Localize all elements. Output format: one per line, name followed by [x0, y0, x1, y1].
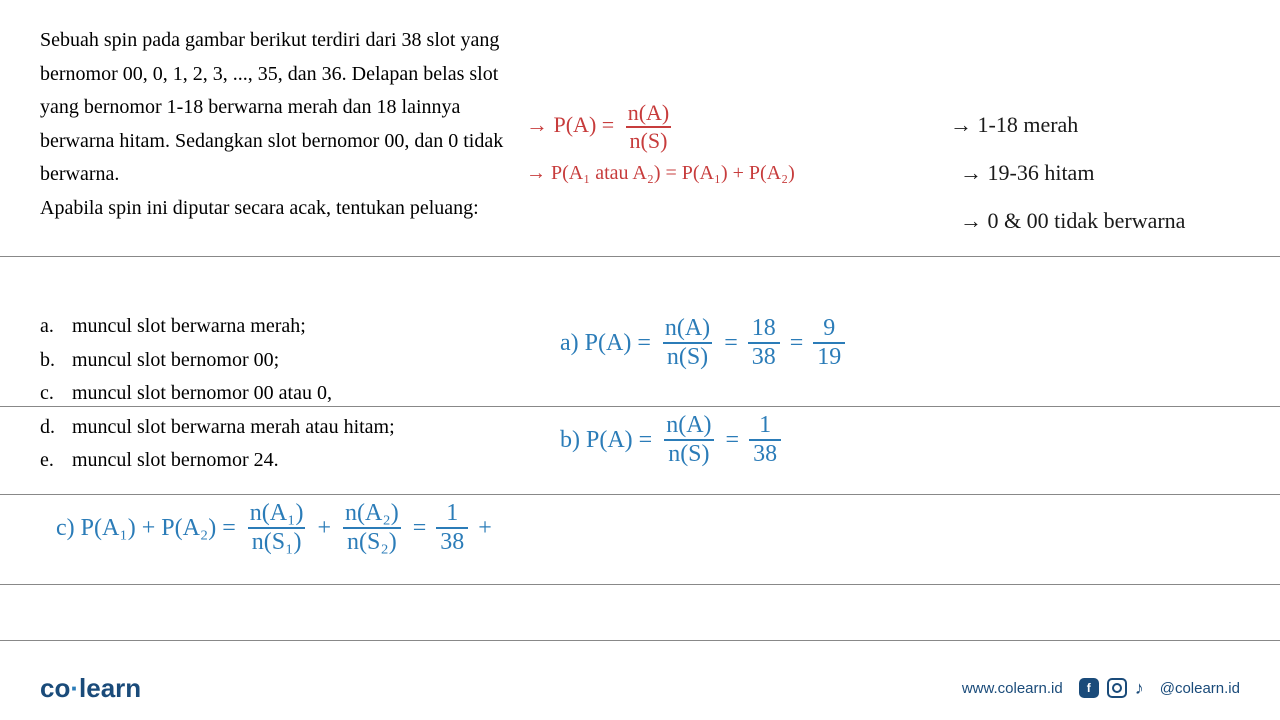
frac-num: n(A₁) [246, 500, 308, 527]
frac-den: n(S) [626, 126, 672, 154]
footer-right: www.colearn.id f ♪ @colearn.id [962, 678, 1240, 699]
problem-statement: Sebuah spin pada gambar berikut terdiri … [40, 24, 520, 226]
frac-den: n(S) [663, 342, 712, 371]
rule-line [0, 640, 1280, 641]
frac-num: 1 [442, 500, 462, 527]
formula-union: → P(A₁ atau A₂) = P(A₁) + P(A₂) [526, 162, 795, 185]
list-item: b. muncul slot bernomor 00; [40, 344, 395, 378]
note-text: 1-18 merah [978, 112, 1079, 137]
frac-den: 38 [436, 527, 468, 556]
note-text: 0 & 00 tidak berwarna [988, 208, 1186, 233]
tiktok-icon: ♪ [1135, 678, 1144, 699]
work-eq: P(A) = [585, 330, 651, 357]
frac-num: n(A) [661, 315, 714, 342]
list-text: muncul slot bernomor 24. [72, 444, 279, 478]
arrow-icon: → [960, 208, 982, 233]
work-eq: P(A₁) + P(A₂) = [81, 515, 236, 542]
frac-num: 9 [819, 315, 839, 342]
frac-den: 38 [748, 342, 780, 371]
social-handle: @colearn.id [1160, 680, 1240, 697]
note-tidak-berwarna: → 0 & 00 tidak berwarna [960, 208, 1185, 234]
footer: co·learn www.colearn.id f ♪ @colearn.id [0, 656, 1280, 720]
frac-num: n(A) [624, 100, 674, 126]
arrow-icon: → [526, 162, 546, 184]
work-b: b) P(A) = n(A) n(S) = 1 38 [560, 412, 785, 468]
work-a: a) P(A) = n(A) n(S) = 18 38 = 9 19 [560, 315, 849, 371]
list-text: muncul slot berwarna merah; [72, 310, 306, 344]
work-eq: P(A) = [586, 427, 652, 454]
work-plus: + [317, 515, 331, 542]
list-item: d. muncul slot berwarna merah atau hitam… [40, 411, 395, 445]
frac-den: n(S₂) [343, 527, 401, 556]
list-item: a. muncul slot berwarna merah; [40, 310, 395, 344]
work-eq: = [413, 515, 427, 542]
work-label: c) [56, 515, 75, 542]
frac-num: n(A₂) [341, 500, 403, 527]
frac-den: 19 [813, 342, 845, 371]
work-eq: = [790, 330, 804, 357]
problem-body: Sebuah spin pada gambar berikut terdiri … [40, 29, 503, 185]
list-label: a. [40, 310, 72, 344]
social-icons: f ♪ [1079, 678, 1144, 699]
arrow-icon: → [960, 160, 982, 185]
rule-line [0, 406, 1280, 407]
list-label: b. [40, 344, 72, 378]
problem-list: a. muncul slot berwarna merah; b. muncul… [40, 310, 395, 478]
list-label: d. [40, 411, 72, 445]
note-text: 19-36 hitam [988, 160, 1095, 185]
list-text: muncul slot bernomor 00; [72, 344, 279, 378]
instagram-icon [1107, 678, 1127, 698]
frac-den: n(S₁) [248, 527, 306, 556]
frac-den: 38 [749, 439, 781, 468]
work-c: c) P(A₁) + P(A₂) = n(A₁) n(S₁) + n(A₂) n… [56, 500, 492, 556]
work-eq: = [724, 330, 738, 357]
work-plus: + [478, 515, 492, 542]
work-label: a) [560, 330, 579, 357]
rule-line [0, 256, 1280, 257]
logo-co: co [40, 673, 70, 703]
rule-line [0, 584, 1280, 585]
frac-num: n(A) [662, 412, 715, 439]
frac-num: 18 [748, 315, 780, 342]
problem-prompt: Apabila spin ini diputar secara acak, te… [40, 197, 479, 219]
brand-logo: co·learn [40, 673, 141, 704]
formula-pa: → P(A) = n(A) n(S) [526, 100, 677, 154]
frac-den: n(S) [664, 439, 713, 468]
formula-text: P(A) = [554, 112, 615, 137]
logo-dot: · [70, 673, 79, 703]
arrow-icon: → [950, 112, 972, 137]
list-text: muncul slot berwarna merah atau hitam; [72, 411, 395, 445]
note-merah: → 1-18 merah [950, 112, 1078, 138]
work-label: b) [560, 427, 580, 454]
logo-learn: learn [79, 673, 141, 703]
arrow-icon: → [526, 112, 548, 137]
list-item: e. muncul slot bernomor 24. [40, 444, 395, 478]
note-hitam: → 19-36 hitam [960, 160, 1094, 186]
website-url: www.colearn.id [962, 680, 1063, 697]
rule-line [0, 494, 1280, 495]
facebook-icon: f [1079, 678, 1099, 698]
frac-num: 1 [755, 412, 775, 439]
formula-text: P(A₁ atau A₂) = P(A₁) + P(A₂) [551, 162, 795, 184]
list-label: e. [40, 444, 72, 478]
work-eq: = [726, 427, 740, 454]
